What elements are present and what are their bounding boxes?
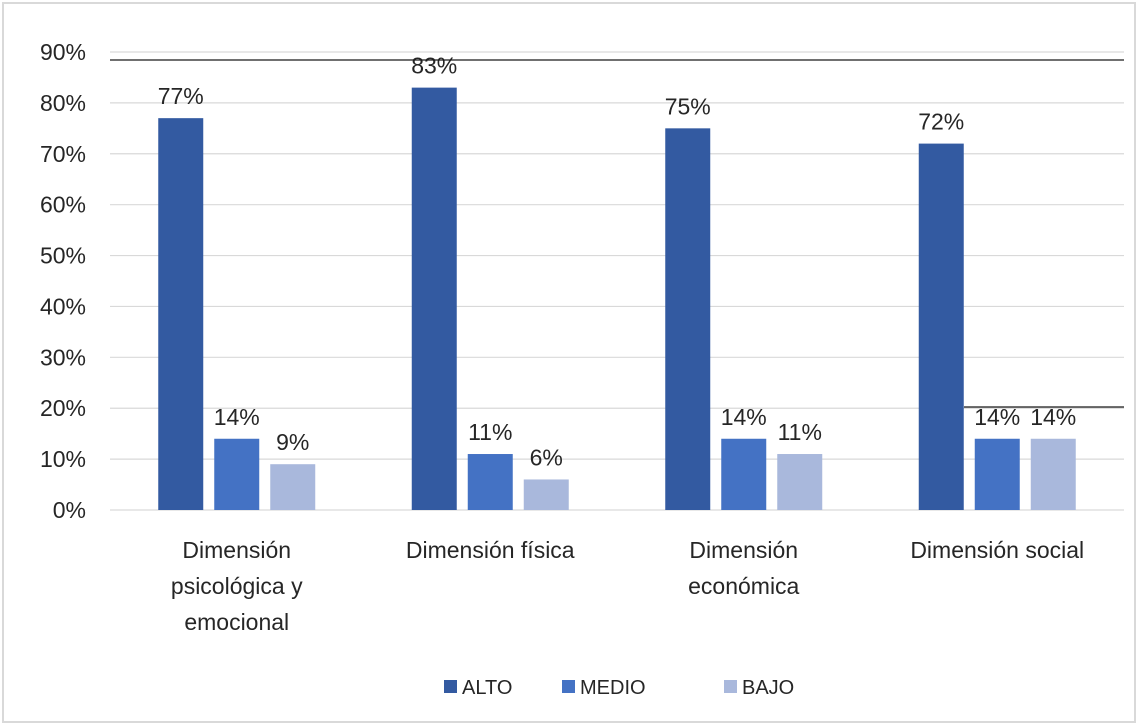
bar-alto bbox=[918, 143, 964, 510]
data-label: 14% bbox=[214, 404, 260, 430]
y-tick-label: 60% bbox=[40, 192, 86, 218]
bar-alto bbox=[158, 118, 204, 511]
bar-chart: 0% 10% 20% 30% 40% 50% 60% 70% 80% 90% 77% 14% 9% 83… bbox=[40, 39, 1124, 699]
y-tick-label: 80% bbox=[40, 90, 86, 116]
y-tick-label: 90% bbox=[40, 39, 86, 65]
legend-swatch-alto bbox=[444, 680, 457, 693]
data-label: 14% bbox=[974, 404, 1020, 430]
legend-label-alto: ALTO bbox=[462, 677, 512, 699]
bars bbox=[158, 87, 1076, 511]
category-label: económica bbox=[688, 573, 799, 599]
category-label: emocional bbox=[184, 609, 289, 635]
legend-label-bajo: BAJO bbox=[742, 677, 794, 699]
data-label: 11% bbox=[778, 419, 822, 445]
legend-swatch-bajo bbox=[724, 680, 737, 693]
y-tick-label: 70% bbox=[40, 141, 86, 167]
category-labels: Dimensión psicológica y emocional Dimensión… bbox=[171, 537, 1084, 635]
y-tick-label: 30% bbox=[40, 344, 86, 370]
data-label: 83% bbox=[411, 53, 457, 79]
overlay-lines bbox=[110, 59, 1124, 408]
data-label: 75% bbox=[665, 93, 711, 119]
legend-swatch-medio bbox=[562, 680, 575, 693]
y-tick-label: 0% bbox=[53, 497, 86, 523]
bar-medio bbox=[214, 438, 260, 510]
data-label: 77% bbox=[158, 83, 204, 109]
data-label: 11% bbox=[468, 419, 512, 445]
gridlines bbox=[110, 51, 1124, 511]
data-label: 72% bbox=[918, 109, 964, 135]
bar-alto bbox=[411, 87, 457, 510]
category-label: Dimensión social bbox=[910, 537, 1084, 563]
bar-alto bbox=[665, 128, 711, 510]
y-tick-label: 10% bbox=[40, 446, 86, 472]
data-label: 9% bbox=[276, 429, 309, 455]
y-tick-label: 40% bbox=[40, 293, 86, 319]
y-tick-label: 50% bbox=[40, 243, 86, 269]
category-label: Dimensión física bbox=[406, 537, 575, 563]
bar-medio bbox=[974, 438, 1020, 510]
legend: ALTO MEDIO BAJO bbox=[444, 677, 794, 699]
bar-medio bbox=[467, 454, 513, 510]
bar-bajo bbox=[270, 464, 316, 510]
legend-label-medio: MEDIO bbox=[580, 677, 646, 699]
data-label: 6% bbox=[530, 444, 563, 470]
data-label: 14% bbox=[721, 404, 767, 430]
data-label: 14% bbox=[1030, 404, 1076, 430]
y-axis-tick-labels: 0% 10% 20% 30% 40% 50% 60% 70% 80% 90% bbox=[40, 39, 86, 523]
bar-bajo bbox=[523, 479, 569, 510]
category-label: psicológica y bbox=[171, 573, 303, 599]
data-labels: 77% 14% 9% 83% 11% 6% 75% 14% 11% 72% 14% 14% bbox=[158, 53, 1077, 471]
category-label: Dimensión bbox=[182, 537, 291, 563]
y-tick-label: 20% bbox=[40, 395, 86, 421]
bar-bajo bbox=[777, 454, 823, 510]
category-label: Dimensión bbox=[689, 537, 798, 563]
bar-bajo bbox=[1030, 438, 1076, 510]
bar-medio bbox=[721, 438, 767, 510]
